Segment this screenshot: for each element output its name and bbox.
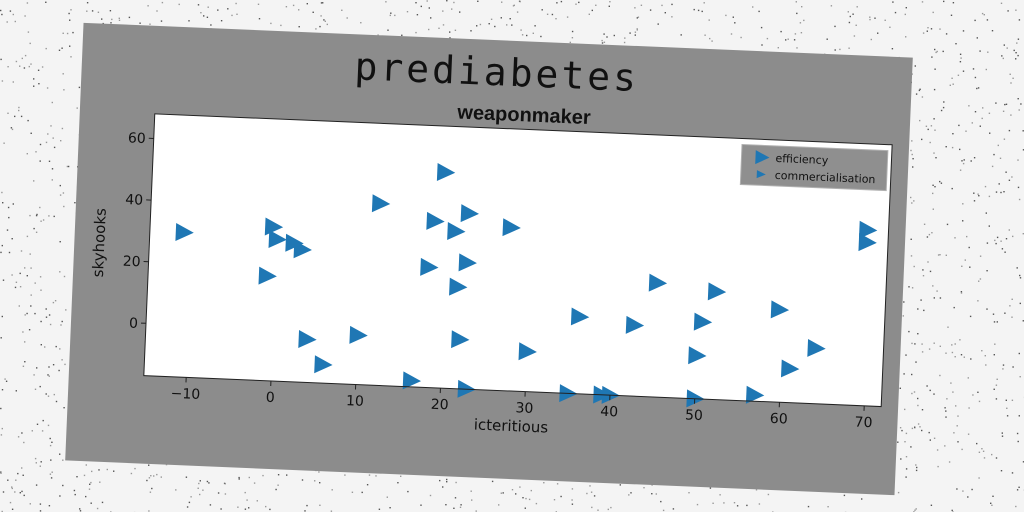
scatter-point <box>447 222 466 241</box>
scatter-point <box>293 240 312 259</box>
scatter-point <box>780 359 800 378</box>
x-tick-label: −10 <box>170 386 200 403</box>
y-tick-label: 60 <box>128 130 146 147</box>
y-axis-label: skyhooks <box>89 208 110 278</box>
scatter-point <box>402 371 422 390</box>
scatter-point <box>436 162 456 181</box>
scatter-point <box>349 325 368 344</box>
x-tick-label: 70 <box>854 414 872 431</box>
plot-area <box>143 113 893 407</box>
scatter-point <box>693 312 713 331</box>
scatter-point <box>688 346 707 365</box>
figure-canvas: prediabetes weaponmaker −10 0 10 20 30 40 50 60… <box>65 22 913 496</box>
scatter-point <box>745 385 765 404</box>
scatter-point <box>371 194 391 213</box>
legend: efficiency commercialisation <box>739 143 889 192</box>
x-tick-label: 0 <box>265 390 275 406</box>
chart-title: weaponmaker <box>456 102 591 130</box>
scatter-point <box>460 204 479 223</box>
x-tick-label: 10 <box>346 393 364 410</box>
scatter-point <box>458 253 477 272</box>
scatter-point <box>648 273 668 292</box>
x-tick-label: 20 <box>430 397 448 414</box>
scatter-point <box>858 220 878 239</box>
y-tick-label: 20 <box>122 254 140 271</box>
x-tick-label: 40 <box>600 404 618 421</box>
scatter-point <box>502 218 521 237</box>
legend-label: efficiency <box>775 152 829 167</box>
scatter-point <box>858 233 877 252</box>
scatter-point <box>451 330 470 349</box>
scatter-point <box>175 222 194 241</box>
legend-marker <box>755 150 770 165</box>
scatter-point <box>420 257 439 276</box>
legend-box <box>739 143 889 192</box>
x-axis-label: icteritious <box>473 416 548 437</box>
scatter-point <box>268 229 287 248</box>
scatter-point <box>770 300 790 319</box>
x-tick-label: 30 <box>515 400 533 417</box>
scatter-point <box>807 338 826 357</box>
scatter-point <box>449 277 468 296</box>
scatter-point <box>426 211 445 230</box>
scatter-point <box>625 315 645 334</box>
scatter-point <box>314 355 333 374</box>
legend-marker <box>756 170 766 179</box>
scatter-chart: weaponmaker −10 0 10 20 30 40 50 60 70 0 20 40 60 i… <box>89 102 893 437</box>
scatter-point <box>707 282 727 301</box>
x-tick-label: 50 <box>685 407 703 424</box>
scatter-point <box>258 266 277 285</box>
y-tick-label: 40 <box>125 192 143 209</box>
scatter-point <box>298 329 317 348</box>
plot-frame <box>143 113 893 408</box>
x-tick-label: 60 <box>770 411 788 428</box>
y-tick-label: 0 <box>129 316 139 332</box>
scatter-point <box>518 342 537 361</box>
scatter-point <box>570 307 590 326</box>
legend-label: commercialisation <box>774 169 875 186</box>
